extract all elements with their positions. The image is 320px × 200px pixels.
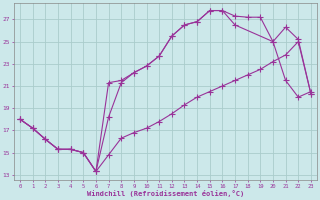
- X-axis label: Windchill (Refroidissement éolien,°C): Windchill (Refroidissement éolien,°C): [87, 190, 244, 197]
